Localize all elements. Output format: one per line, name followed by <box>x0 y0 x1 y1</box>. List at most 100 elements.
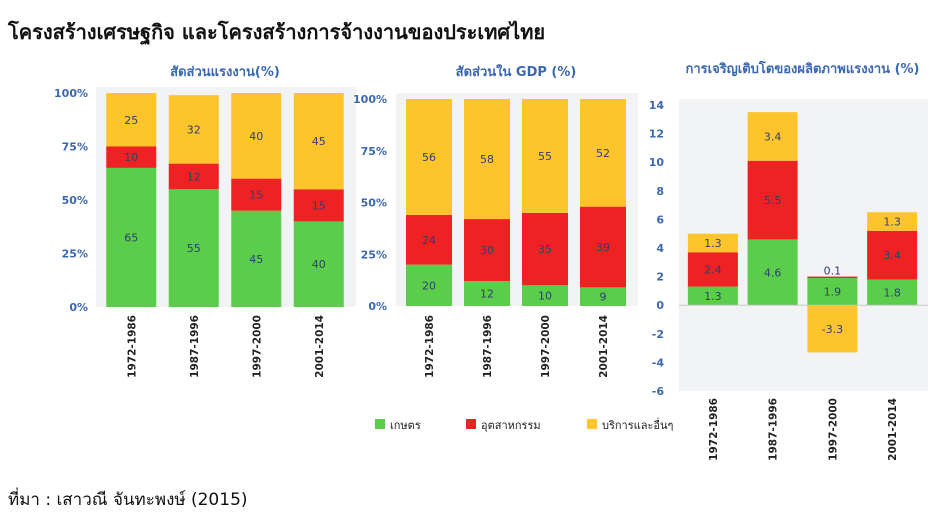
data-label: 25 <box>124 114 138 127</box>
y-tick-label: 6 <box>656 213 664 226</box>
legend-swatch <box>375 419 385 429</box>
data-label: 65 <box>124 231 138 244</box>
bar-segment <box>867 212 918 231</box>
y-tick-label: 50% <box>361 197 387 210</box>
bar-segment <box>687 233 738 253</box>
data-label: 55 <box>538 150 552 163</box>
data-label: 1.9 <box>824 286 842 299</box>
bar-segment <box>687 252 738 287</box>
x-tick-label: 1987-1996 <box>189 315 201 378</box>
legend-label: อุตสาหกรรม <box>481 419 541 432</box>
bar-segment <box>231 178 282 211</box>
legend: เกษตร อุตสาหกรรม บริการและอื่นๆ <box>375 417 674 432</box>
y-tick-label: 10 <box>649 156 665 169</box>
legend-swatch <box>466 419 476 429</box>
bar-segment <box>106 146 157 168</box>
x-tick-label: 1997-2000 <box>827 398 839 461</box>
chart-panel-1: สัดส่วนแรงงาน(%) 0% 25% 50% 75% 100% 65 10 25 197… <box>54 65 356 378</box>
bar-segment <box>231 93 282 179</box>
x-tick-label: 2001-2014 <box>887 398 899 461</box>
page-title: โครงสร้างเศรษฐกิจ และโครงสร้างการจ้างงาน… <box>8 20 546 44</box>
bar-segment <box>106 167 157 307</box>
bar-segment <box>522 99 568 213</box>
data-label: 1.3 <box>704 237 722 250</box>
data-label: 52 <box>596 147 610 160</box>
bar-segment <box>464 281 510 306</box>
chart-title: การเจริญเติบโตของผลิตภาพแรงงาน (%) <box>685 60 919 77</box>
x-tick-label: 2001-2014 <box>598 315 610 378</box>
x-tick-label: 2001-2014 <box>314 315 326 378</box>
data-label: 4.6 <box>764 266 782 279</box>
chart-panel-3: การเจริญเติบโตของผลิตภาพแรงงาน (%) -6 -4 -2… <box>649 60 928 461</box>
bar-segment <box>231 210 282 307</box>
bar-segment <box>807 276 858 279</box>
bar-segment <box>747 160 798 240</box>
y-tick-label: -6 <box>652 385 665 398</box>
data-label: 40 <box>249 130 263 143</box>
data-label: 3.4 <box>764 130 782 143</box>
y-tick-label: 8 <box>656 185 664 198</box>
chart-panel-2: สัดส่วนใน GDP (%) 0% 25% 50% 75% 100% 20 24 56 19… <box>353 63 638 378</box>
bar-segment <box>580 99 626 207</box>
data-label: 58 <box>480 153 494 166</box>
data-label: 35 <box>538 243 552 256</box>
bar-segment <box>807 278 858 306</box>
y-tick-label: 75% <box>361 145 387 158</box>
source-note: ที่มา : เสาวณี จันทะพงษ์ (2015) <box>8 490 248 510</box>
bar-segment <box>293 189 344 222</box>
y-tick-label: 0 <box>656 299 664 312</box>
data-label: 39 <box>596 241 610 254</box>
y-tick-label: 25% <box>361 248 387 261</box>
legend-item: อุตสาหกรรม <box>466 419 541 432</box>
data-label: 15 <box>312 199 326 212</box>
chart-title: สัดส่วนใน GDP (%) <box>456 63 577 80</box>
x-tick-label: 1987-1996 <box>482 315 494 378</box>
data-label: 55 <box>187 242 201 255</box>
data-label: 3.4 <box>883 249 901 262</box>
data-label: 1.8 <box>883 286 901 299</box>
bar-segment <box>867 230 918 280</box>
y-tick-label: 14 <box>649 99 665 112</box>
bar-segment <box>464 219 510 282</box>
bar-segment <box>464 99 510 220</box>
y-tick-label: 0% <box>368 300 387 313</box>
data-label: 0.1 <box>824 265 842 278</box>
x-tick-label: 1972-1986 <box>424 315 436 378</box>
x-tick-label: 1997-2000 <box>540 315 552 378</box>
x-tick-label: 1987-1996 <box>768 398 780 461</box>
legend-swatch <box>587 419 597 429</box>
bar-segment <box>406 99 452 215</box>
data-label: 32 <box>187 123 201 136</box>
x-tick-label: 1972-1986 <box>708 398 720 461</box>
y-tick-label: -2 <box>652 328 664 341</box>
bar-segment <box>293 221 344 307</box>
data-label: 9 <box>600 291 607 304</box>
x-tick-label: 1997-2000 <box>251 315 263 378</box>
data-label: 10 <box>538 290 552 303</box>
data-label: 40 <box>312 258 326 271</box>
bar-segment <box>168 95 219 164</box>
bar-segment <box>406 214 452 265</box>
x-tick-label: 1972-1986 <box>126 315 138 378</box>
bar-segment <box>406 264 452 306</box>
bar-segment <box>747 239 798 306</box>
y-tick-label: 12 <box>649 128 664 141</box>
bar-segment <box>168 163 219 190</box>
y-tick-label: 2 <box>656 271 664 284</box>
legend-item: บริการและอื่นๆ <box>587 417 674 432</box>
y-tick-label: 100% <box>353 93 387 106</box>
bar-segment <box>106 93 157 147</box>
bar-segment <box>807 305 858 353</box>
legend-item: เกษตร <box>375 419 421 432</box>
data-label: 45 <box>249 253 263 266</box>
legend-label: บริการและอื่นๆ <box>602 417 674 432</box>
data-label: -3.3 <box>822 323 843 336</box>
bar-segment <box>168 189 219 307</box>
y-tick-label: 50% <box>62 194 88 207</box>
y-tick-label: -4 <box>652 356 665 369</box>
bar-segment <box>580 206 626 288</box>
legend-label: เกษตร <box>390 419 421 432</box>
bar-segment <box>522 285 568 306</box>
data-label: 10 <box>124 151 138 164</box>
y-tick-label: 0% <box>69 301 88 314</box>
